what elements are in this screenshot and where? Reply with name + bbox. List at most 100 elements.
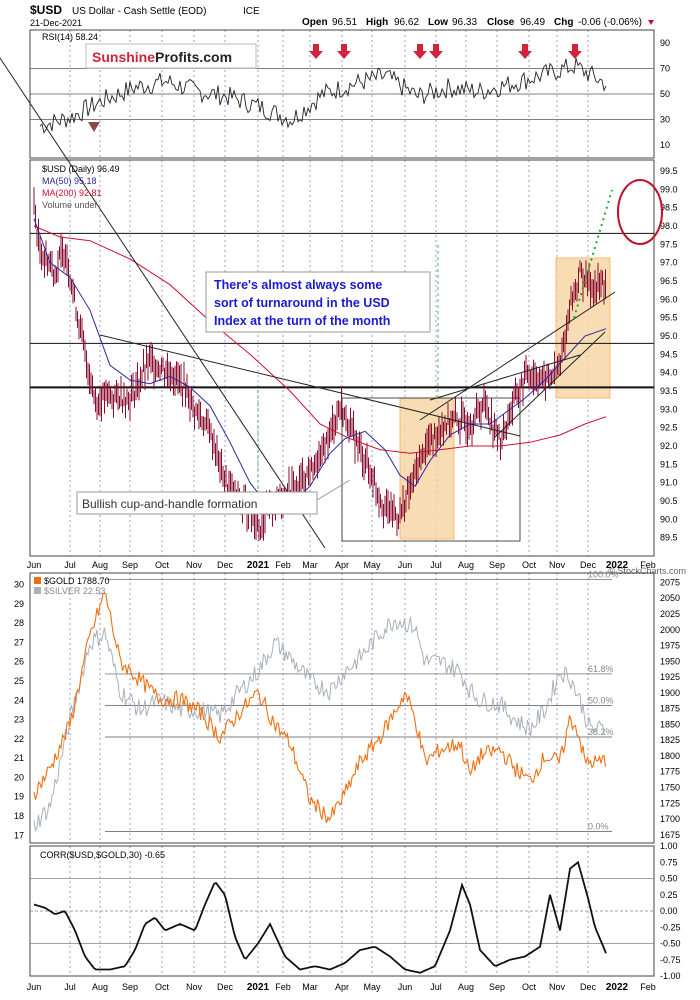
ohlc-readout: Open 96.51 High 96.62 Low 96.33 Close 96… [302,17,654,28]
projection-line [573,189,613,319]
gold-tick-label: 1700 [660,814,680,824]
trendline [429,354,581,401]
down-arrow-icon [413,44,427,59]
open-value: 96.51 [332,17,357,28]
usd-legend-ma50: MA(50) 95.18 [42,176,97,186]
chg-value: -0.06 (-0.06%) [578,17,642,28]
x-tick-label: Aug [92,560,108,570]
down-arrow-icon [429,44,443,59]
silver-tick-label: 26 [14,657,24,667]
corr-y-axis: 1.00 0.75 0.50 0.25 0.00 -0.25 -0.50 -0.75 -1.00 [660,841,681,981]
usd-legend-volume: Volume undef [42,200,98,210]
x-tick-label: Aug [458,982,474,992]
silver-legend-label: $SILVER 22.53 [44,586,105,596]
gold-tick-label: 1900 [660,688,680,698]
x-tick-label: Sep [489,982,505,992]
usd-tick-label: 91.0 [660,478,678,488]
high-label: High [366,17,388,28]
fib-label: 61.8% [588,664,614,674]
gold-tick-label: 1875 [660,704,680,714]
fib-label: 50.0% [588,695,614,705]
corr-legend: CORR($USD,$GOLD,30) -0.65 [40,850,165,860]
usd-tick-label: 96.5 [660,276,678,286]
fib-label: 0.0% [588,822,609,832]
x-tick-label: 2022 [606,982,629,993]
ma50-line [33,218,607,509]
down-arrow-icon [518,44,532,59]
usd-tick-label: 97.5 [660,239,678,249]
gold-tick-label: 2075 [660,577,680,587]
gold-tick-label: 1725 [660,798,680,808]
x-tick-label: Dec [217,982,234,992]
annotation-line-2: sort of turnaround in the USD [214,296,390,310]
x-tick-label: Jul [64,560,76,570]
rsi-tick-label: 70 [660,63,670,73]
x-tick-label: Apr [335,560,349,570]
usd-y-axis: 89.5 90.0 90.5 91.0 91.5 92.0 92.5 93.0 93.5 94.0… [660,166,678,543]
header-symbol: $USD [30,3,62,17]
x-tick-label: 2021 [247,982,270,993]
rsi-y-axis: 10 30 50 70 90 [660,38,670,150]
x-tick-label: Mar [302,982,318,992]
x-tick-label: Apr [335,982,349,992]
fib-label: 38.2% [588,727,614,737]
logo-part1: Sunshine [92,49,155,65]
gold-y-axis: 1675 1700 1725 1750 1775 1800 1825 1850 1875 1900… [660,577,680,839]
gold-tick-label: 2050 [660,593,680,603]
x-tick-label: Feb [640,982,656,992]
watermark: © StockCharts.com [608,566,686,576]
down-arrow-icon [568,44,582,59]
usd-tick-label: 94.5 [660,349,678,359]
x-tick-label: Aug [458,560,474,570]
usd-tick-label: 99.0 [660,184,678,194]
x-tick-label: Oct [155,982,170,992]
svg-text:SunshineProfits.com: SunshineProfits.com [92,49,232,65]
sunshine-profits-logo: SunshineProfits.com [85,43,257,69]
trendline [99,334,521,437]
ma200-line [33,225,607,454]
usd-tick-label: 89.5 [660,533,678,543]
month-gridlines [69,30,589,976]
gold-tick-label: 1775 [660,767,680,777]
usd-tick-label: 97.0 [660,258,678,268]
gold-tick-label: 1825 [660,735,680,745]
x-tick-label: Nov [549,982,566,992]
corr-tick-label: -0.75 [660,955,681,965]
trendlines [0,57,616,549]
x-tick-label: Jul [64,982,76,992]
x-tick-label: Feb [275,982,291,992]
gold-tick-label: 1925 [660,672,680,682]
down-arrow-icon [309,44,323,59]
usd-tick-label: 93.5 [660,386,678,396]
x-tick-label: Sep [122,560,138,570]
silver-tick-label: 17 [14,830,24,840]
rsi-tick-label: 90 [660,38,670,48]
silver-tick-label: 27 [14,637,24,647]
down-arrow-icon [337,44,351,59]
trendline [494,331,606,438]
corr-tick-label: 0.00 [660,906,678,916]
x-tick-label: Dec [217,560,234,570]
cup-box [341,397,521,542]
header-date: 21-Dec-2021 [30,18,82,28]
silver-tick-label: 30 [14,580,24,590]
usd-tick-label: 93.0 [660,404,678,414]
usd-tick-label: 90.5 [660,496,678,506]
gold-legend-label: $GOLD 1788.70 [44,576,110,586]
x-tick-label: Oct [155,560,170,570]
rsi-tick-label: 50 [660,89,670,99]
usd-tick-label: 98.5 [660,203,678,213]
silver-legend-swatch [34,587,41,594]
rsi-peak-arrows [309,44,582,59]
x-axis-usd: Jun Jul Aug Sep Oct Nov Dec 2021 Feb Mar Apr May Jun… [27,560,656,571]
chg-label: Chg [554,17,573,28]
gold-legend: $GOLD 1788.70 $SILVER 22.53 [34,576,110,596]
x-tick-label: Jun [27,560,42,570]
gold-tick-label: 1750 [660,782,680,792]
usd-tick-label: 92.5 [660,423,678,433]
silver-tick-label: 28 [14,618,24,628]
usd-price-bars [33,187,606,541]
x-tick-label: Sep [489,560,505,570]
close-value: 96.49 [520,17,545,28]
